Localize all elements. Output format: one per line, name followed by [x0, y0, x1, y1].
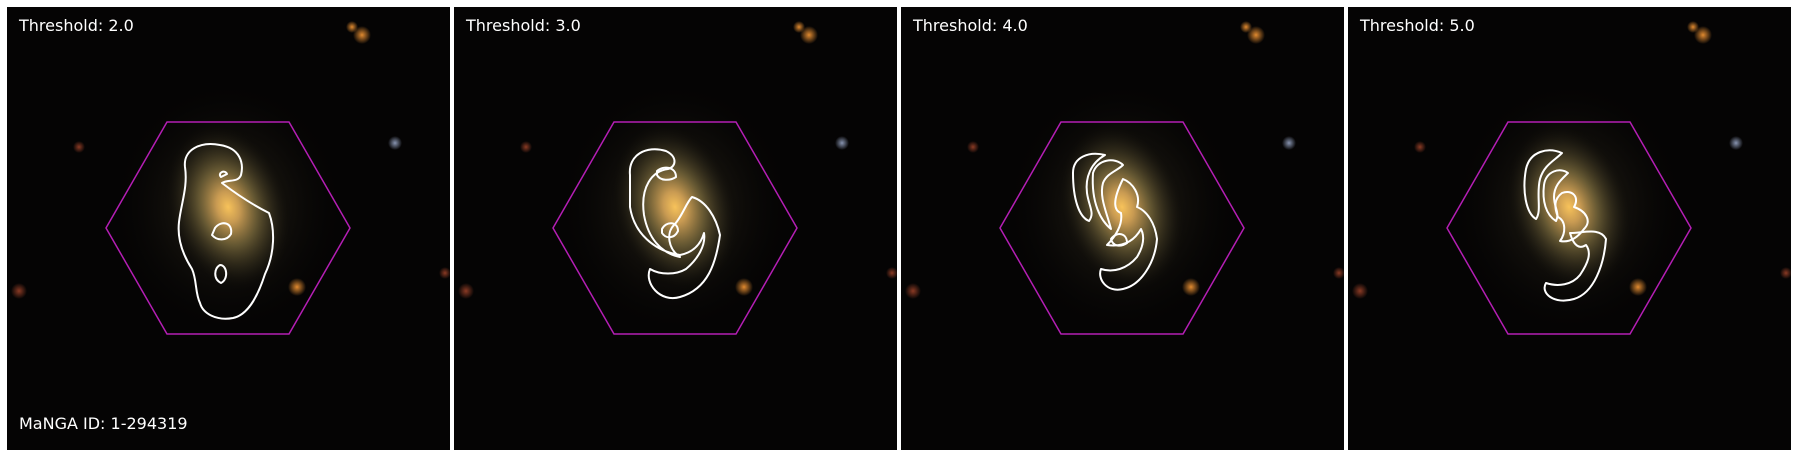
threshold-label: Threshold: 4.0 — [913, 16, 1028, 35]
galaxy-image — [1348, 7, 1791, 450]
star-blob — [1240, 21, 1252, 33]
star-blob — [905, 283, 921, 299]
threshold-label: Threshold: 3.0 — [466, 16, 581, 35]
star-blob — [835, 136, 849, 150]
galaxy-panel-threshold-4: Threshold: 4.0 — [901, 7, 1344, 450]
star-blob — [353, 26, 371, 44]
galaxy-panel-threshold-5: Threshold: 5.0 — [1348, 7, 1791, 450]
star-blob — [458, 283, 474, 299]
threshold-contour — [177, 143, 275, 320]
star-blob — [1414, 141, 1426, 153]
star-blob — [1629, 278, 1647, 296]
star-blob — [1352, 283, 1368, 299]
threshold-contour — [628, 148, 721, 300]
ifu-hexagon — [552, 121, 798, 335]
star-blob — [439, 267, 450, 279]
star-blob — [1694, 26, 1712, 44]
galaxy-image — [454, 7, 897, 450]
star-blob — [1333, 267, 1344, 279]
ifu-hexagon — [999, 121, 1245, 335]
star-blob — [1780, 267, 1791, 279]
star-blob — [800, 26, 818, 44]
star-blob — [967, 141, 979, 153]
star-blob — [346, 21, 358, 33]
star-blob — [520, 141, 532, 153]
galaxy-panel-threshold-3: Threshold: 3.0 — [454, 7, 897, 450]
galaxy-id-label: MaNGA ID: 1-294319 — [19, 414, 188, 433]
star-blob — [1729, 136, 1743, 150]
star-blob — [886, 267, 897, 279]
galaxy-image — [7, 7, 450, 450]
threshold-label: Threshold: 2.0 — [19, 16, 134, 35]
ifu-hexagon — [1446, 121, 1692, 335]
star-blob — [288, 278, 306, 296]
threshold-contour — [1523, 149, 1607, 302]
ifu-hexagon — [105, 121, 351, 335]
star-blob — [1687, 21, 1699, 33]
galaxy-panel-threshold-2: Threshold: 2.0 MaNGA ID: 1-294319 — [7, 7, 450, 450]
star-blob — [735, 278, 753, 296]
star-blob — [1182, 278, 1200, 296]
star-blob — [11, 283, 27, 299]
galaxy-image — [901, 7, 1344, 450]
threshold-label: Threshold: 5.0 — [1360, 16, 1475, 35]
star-blob — [388, 136, 402, 150]
star-blob — [73, 141, 85, 153]
star-blob — [1282, 136, 1296, 150]
threshold-contour — [1072, 152, 1158, 291]
star-blob — [793, 21, 805, 33]
star-blob — [1247, 26, 1265, 44]
